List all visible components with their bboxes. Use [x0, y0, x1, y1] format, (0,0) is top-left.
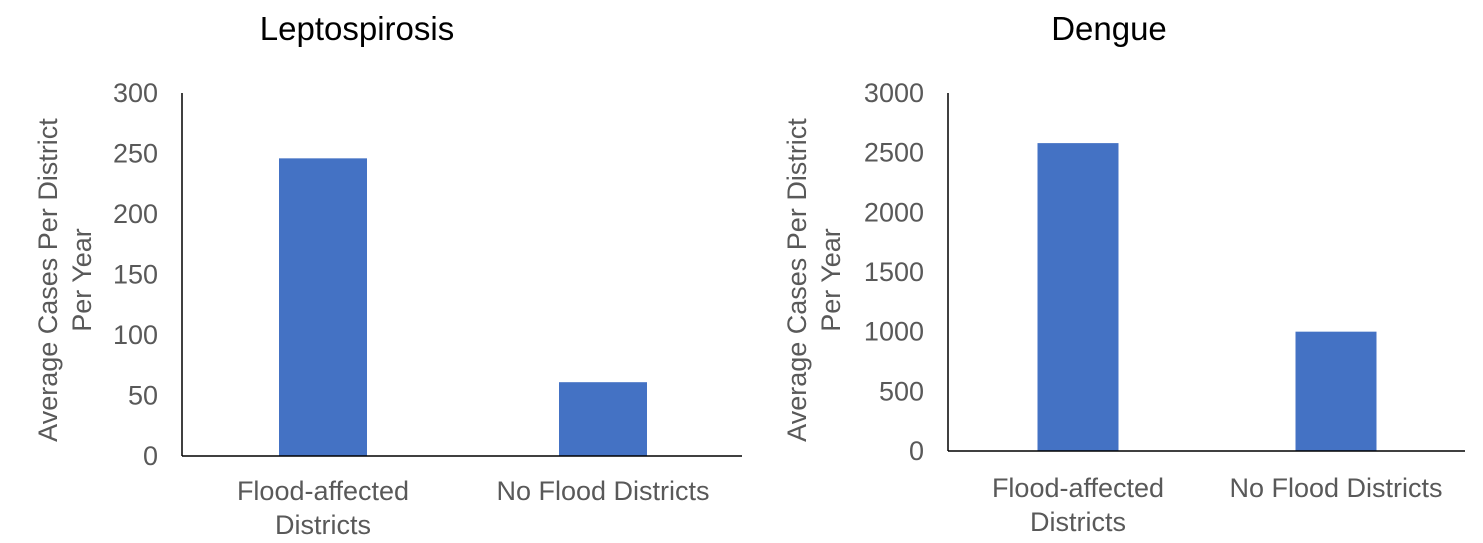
- chart-2-y-tick-label: 2500: [864, 138, 924, 168]
- chart-2-category-label: No Flood Districts: [1229, 473, 1442, 503]
- chart-1-y-tick-label: 300: [113, 78, 158, 108]
- chart-2-bar-2: [1295, 331, 1377, 451]
- chart-2-y-tick-label: 3000: [864, 78, 924, 108]
- chart-1-y-tick-label: 150: [113, 260, 158, 290]
- chart-2-bar-1: [1037, 143, 1119, 451]
- chart-1-y-axis-label: Average Cases Per District: [33, 118, 63, 442]
- chart-1-bar-1: [279, 158, 367, 456]
- chart-1-title: Leptospirosis: [260, 10, 454, 47]
- chart-1-y-tick-label: 250: [113, 139, 158, 169]
- chart-1-y-tick-label: 200: [113, 199, 158, 229]
- chart-2-y-tick-label: 1500: [864, 257, 924, 287]
- chart-1-category-label: No Flood Districts: [496, 476, 709, 506]
- chart-2-category-label: Flood-affected: [992, 473, 1164, 503]
- chart-2-y-axis-label: Average Cases Per District: [782, 118, 812, 442]
- chart-2-title: Dengue: [1051, 10, 1167, 47]
- chart-2-y-tick-label: 2000: [864, 197, 924, 227]
- chart-2-category-label: Districts: [1030, 507, 1126, 537]
- chart-2-y-tick-label: 500: [879, 376, 924, 406]
- chart-1-y-tick-label: 50: [128, 381, 158, 411]
- chart-2-y-tick-label: 0: [909, 436, 924, 466]
- chart-2-y-tick-label: 1000: [864, 317, 924, 347]
- chart-1-y-axis-label: Per Year: [67, 228, 97, 332]
- chart-1-category-label: Flood-affected: [237, 476, 409, 506]
- chart-1-category-label: Districts: [275, 510, 371, 540]
- chart-1-y-tick-label: 0: [143, 441, 158, 471]
- chart-1-y-tick-label: 100: [113, 320, 158, 350]
- chart-2-y-axis-label: Per Year: [816, 228, 846, 332]
- chart-1-bar-2: [559, 382, 647, 456]
